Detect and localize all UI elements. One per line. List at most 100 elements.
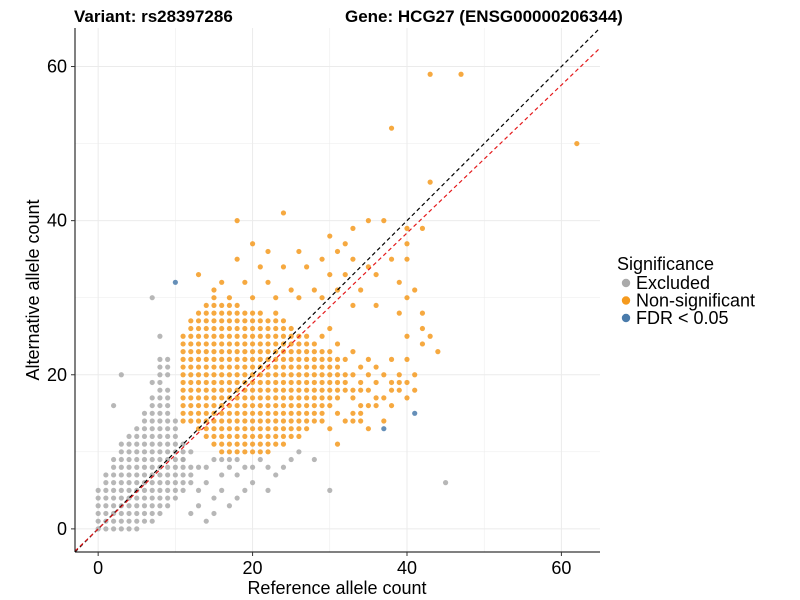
point-non-significant	[419, 225, 426, 231]
point-non-significant	[334, 387, 341, 393]
point-non-significant	[288, 433, 294, 440]
point-non-significant	[304, 356, 310, 362]
point-excluded	[118, 526, 124, 532]
point-excluded	[111, 472, 117, 478]
point-non-significant	[273, 364, 279, 370]
point-excluded	[203, 480, 209, 486]
point-non-significant	[296, 379, 302, 386]
point-excluded	[226, 503, 233, 509]
point-non-significant	[242, 349, 248, 355]
point-fdr-0-05	[172, 279, 178, 285]
point-non-significant	[242, 433, 248, 440]
point-non-significant	[280, 356, 287, 362]
point-non-significant	[257, 310, 263, 316]
point-non-significant	[296, 426, 302, 432]
point-non-significant	[180, 410, 186, 416]
point-excluded	[203, 518, 209, 524]
point-non-significant	[304, 341, 310, 347]
point-excluded	[126, 480, 132, 486]
point-non-significant	[311, 341, 317, 347]
point-non-significant	[257, 449, 263, 455]
point-excluded	[134, 449, 140, 455]
point-non-significant	[257, 402, 263, 409]
point-non-significant	[234, 218, 240, 224]
point-non-significant	[211, 341, 217, 347]
point-non-significant	[249, 426, 256, 432]
point-non-significant	[180, 333, 186, 339]
point-non-significant	[203, 426, 209, 432]
point-non-significant	[226, 310, 233, 316]
point-non-significant	[242, 318, 248, 324]
point-non-significant	[226, 379, 233, 386]
legend-swatch-excluded	[621, 278, 631, 288]
point-excluded	[134, 441, 140, 447]
point-excluded	[134, 518, 140, 524]
point-excluded	[111, 456, 117, 463]
point-non-significant	[358, 379, 364, 386]
point-non-significant	[311, 372, 317, 378]
x-axis-title: Reference allele count	[247, 578, 426, 598]
point-non-significant	[288, 287, 294, 293]
point-excluded	[103, 480, 109, 486]
point-excluded	[126, 472, 132, 478]
point-non-significant	[358, 402, 364, 409]
point-non-significant	[280, 426, 287, 432]
point-excluded	[157, 379, 163, 386]
point-non-significant	[358, 387, 364, 393]
y-tick-label: 60	[47, 57, 67, 77]
point-excluded	[242, 487, 248, 493]
point-excluded	[188, 449, 194, 455]
point-non-significant	[219, 433, 225, 440]
point-non-significant	[226, 302, 233, 309]
point-excluded	[265, 487, 271, 493]
point-non-significant	[219, 387, 225, 393]
point-excluded	[134, 456, 140, 463]
point-excluded	[134, 433, 140, 440]
point-non-significant	[358, 364, 364, 370]
x-tick-label: 40	[397, 558, 417, 578]
point-excluded	[157, 433, 163, 440]
point-excluded	[141, 518, 148, 524]
point-non-significant	[296, 433, 302, 440]
point-excluded	[180, 456, 186, 463]
point-excluded	[141, 456, 148, 463]
point-excluded	[172, 472, 178, 478]
point-non-significant	[203, 318, 209, 324]
point-non-significant	[396, 372, 402, 378]
point-excluded	[134, 426, 140, 432]
point-non-significant	[358, 410, 364, 416]
point-excluded	[134, 480, 140, 486]
point-excluded	[280, 464, 287, 470]
point-excluded	[172, 480, 178, 486]
point-non-significant	[319, 256, 325, 262]
point-excluded	[265, 464, 271, 470]
point-non-significant	[180, 349, 186, 355]
point-excluded	[165, 372, 171, 378]
point-non-significant	[265, 333, 271, 339]
point-non-significant	[350, 372, 356, 378]
point-non-significant	[242, 279, 248, 285]
point-non-significant	[365, 356, 371, 362]
point-excluded	[442, 480, 449, 486]
point-excluded	[165, 495, 171, 501]
legend-label-excluded: Excluded	[636, 273, 710, 293]
point-non-significant	[327, 426, 333, 432]
point-excluded	[211, 495, 217, 501]
point-excluded	[111, 526, 117, 532]
point-non-significant	[319, 295, 325, 301]
point-non-significant	[265, 433, 271, 440]
point-non-significant	[265, 418, 271, 424]
point-non-significant	[203, 395, 209, 401]
point-excluded	[141, 426, 148, 432]
point-non-significant	[226, 387, 233, 393]
point-non-significant	[219, 333, 225, 339]
point-non-significant	[226, 341, 233, 347]
point-excluded	[118, 510, 124, 517]
point-excluded	[141, 464, 148, 470]
point-excluded	[234, 456, 240, 463]
point-non-significant	[350, 395, 356, 401]
point-excluded	[118, 456, 124, 463]
point-non-significant	[327, 379, 333, 386]
point-excluded	[157, 356, 163, 362]
point-non-significant	[257, 410, 263, 416]
